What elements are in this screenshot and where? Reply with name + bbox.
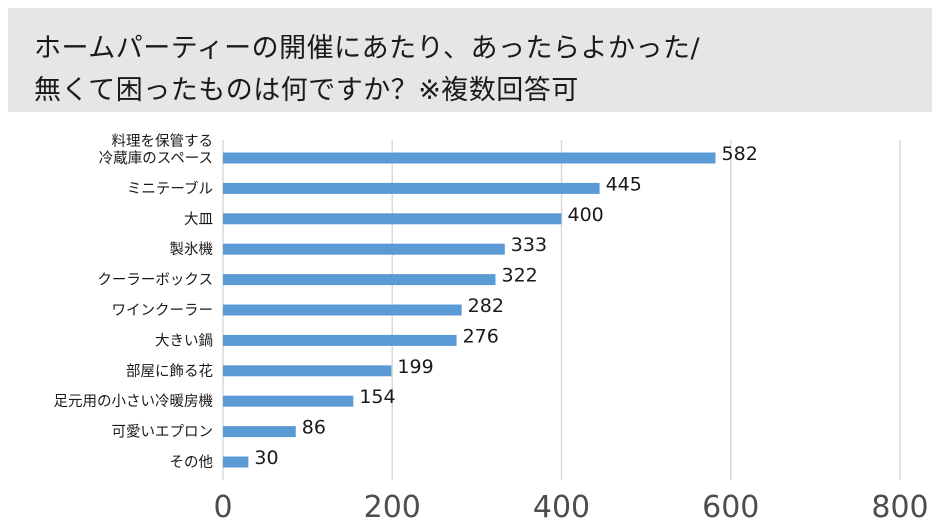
bar-4 bbox=[223, 274, 496, 286]
value-label-3: 333 bbox=[511, 234, 547, 256]
value-label-0: 582 bbox=[722, 143, 758, 165]
value-label-1: 445 bbox=[606, 173, 642, 195]
value-label-9: 86 bbox=[302, 417, 326, 439]
category-label-8: 足元用の小さい冷暖房機 bbox=[54, 393, 214, 410]
category-label-0-1: 冷蔵庫のスペース bbox=[99, 150, 213, 167]
x-tick-label-3: 600 bbox=[702, 490, 759, 525]
value-label-6: 276 bbox=[463, 325, 499, 347]
bar-0 bbox=[223, 152, 716, 164]
bar-6 bbox=[223, 334, 457, 346]
category-label-0-0: 料理を保管する bbox=[112, 133, 214, 150]
category-label-1: ミニテーブル bbox=[127, 179, 213, 197]
bar-2 bbox=[223, 213, 562, 225]
bar-5 bbox=[223, 304, 462, 316]
category-label-6: 大きい鍋 bbox=[155, 332, 213, 349]
bar-1 bbox=[223, 182, 600, 194]
x-tick-label-1: 200 bbox=[364, 490, 421, 525]
bar-8 bbox=[223, 395, 354, 407]
title-box: ホームパーティーの開催にあたり、あったらよかった/ 無くて困ったものは何ですか？… bbox=[8, 8, 932, 112]
bar-9 bbox=[223, 426, 296, 438]
bar-10 bbox=[223, 456, 249, 468]
bar-3 bbox=[223, 243, 505, 255]
value-label-8: 154 bbox=[359, 386, 395, 408]
category-label-2: 大皿 bbox=[184, 211, 213, 228]
value-label-7: 199 bbox=[397, 356, 433, 378]
category-label-4: クーラーボックス bbox=[97, 272, 213, 289]
category-label-7: 部屋に飾る花 bbox=[126, 363, 213, 380]
title-line-1: ホームパーティーの開催にあたり、あったらよかった/ bbox=[34, 33, 701, 64]
bar-7 bbox=[223, 365, 392, 377]
x-tick-label-0: 0 bbox=[213, 490, 232, 525]
value-label-2: 400 bbox=[568, 204, 604, 226]
value-label-4: 322 bbox=[501, 265, 537, 287]
title-line-2: 無くて困ったものは何ですか？※複数回答可 bbox=[34, 75, 579, 106]
value-label-5: 282 bbox=[468, 295, 504, 317]
category-label-5: ワインクーラー bbox=[112, 302, 214, 319]
x-tick-label-4: 800 bbox=[871, 490, 928, 525]
value-label-10: 30 bbox=[254, 447, 278, 469]
category-label-10: その他 bbox=[170, 454, 214, 471]
x-tick-label-2: 400 bbox=[533, 490, 590, 525]
category-label-3: 製氷機 bbox=[170, 241, 214, 258]
category-label-9: 可愛いエプロン bbox=[112, 424, 214, 441]
